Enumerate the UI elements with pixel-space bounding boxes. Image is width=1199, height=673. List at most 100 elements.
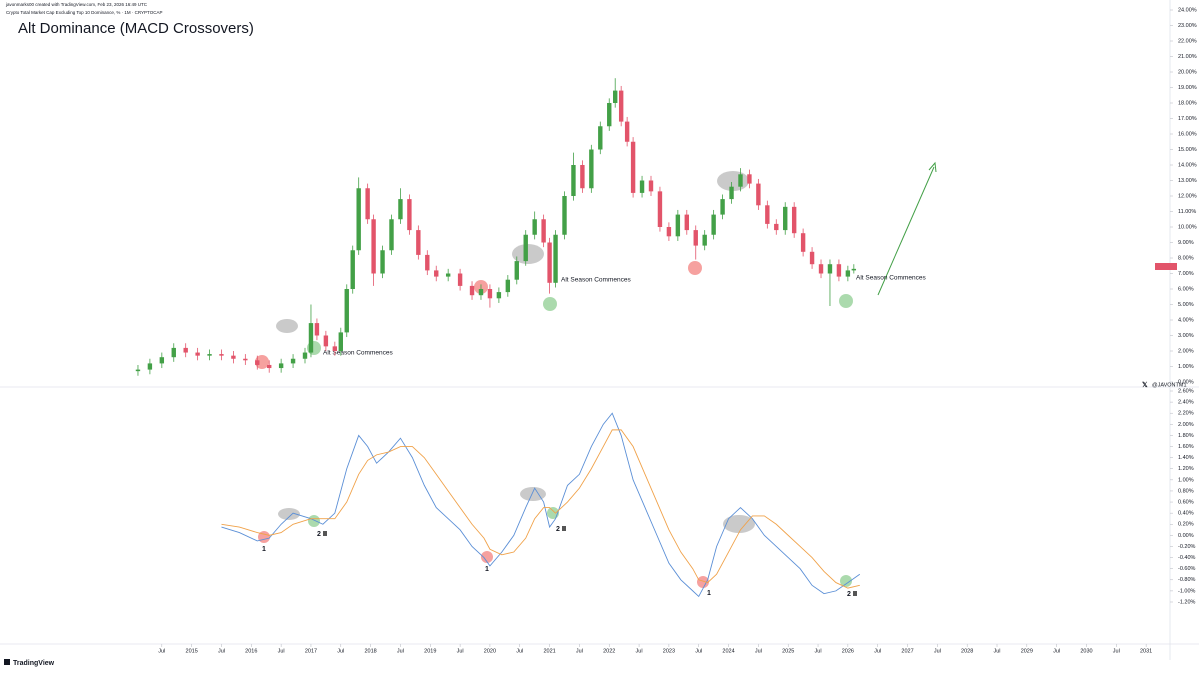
x-tick-label: Jul bbox=[1053, 648, 1060, 654]
chart-title: Alt Dominance (MACD Crossovers) bbox=[18, 20, 254, 37]
x-tick-label: Jul bbox=[516, 648, 523, 654]
y-tick-label: 24.00% bbox=[1178, 7, 1197, 13]
icon bbox=[323, 531, 327, 536]
candle-body bbox=[711, 214, 716, 235]
y-tick-label: 1.40% bbox=[1178, 455, 1194, 461]
candle-body bbox=[398, 199, 403, 220]
y-tick-label: 0.60% bbox=[1178, 500, 1194, 506]
y-tick-label: 16.00% bbox=[1178, 131, 1197, 137]
candle-body bbox=[624, 121, 630, 142]
candle-body bbox=[278, 363, 284, 369]
crossover-label: 1 bbox=[262, 546, 266, 553]
y-tick-label: 0.40% bbox=[1178, 511, 1194, 517]
x-tick-label: 2020 bbox=[484, 648, 496, 654]
candle-body bbox=[657, 191, 663, 227]
candle-body bbox=[562, 196, 567, 235]
candle-body bbox=[809, 251, 815, 265]
x-tick-label: 2029 bbox=[1021, 648, 1033, 654]
x-tick-label: Jul bbox=[397, 648, 404, 654]
icon bbox=[853, 591, 857, 596]
x-tick-label: Jul bbox=[158, 648, 165, 654]
candle-body bbox=[648, 180, 654, 192]
x-tick-label: 2024 bbox=[722, 648, 734, 654]
x-tick-label: Jul bbox=[636, 648, 643, 654]
candle-body bbox=[478, 289, 484, 296]
crossover-label: 1 bbox=[707, 590, 711, 597]
candle-body bbox=[356, 188, 361, 251]
y-tick-label: 15.00% bbox=[1178, 147, 1197, 153]
y-tick-label: 2.40% bbox=[1178, 400, 1194, 406]
y-tick-label: 18.00% bbox=[1178, 100, 1197, 106]
candle-body bbox=[314, 323, 320, 336]
x-tick-label: Jul bbox=[755, 648, 762, 654]
candle-body bbox=[159, 357, 165, 364]
top-ellipse bbox=[278, 508, 300, 520]
annotation: Alt Season Commences bbox=[323, 350, 393, 357]
candle-body bbox=[756, 183, 761, 206]
watermark: @JAVONTM1 bbox=[1152, 382, 1187, 388]
y-tick-label: 0.00% bbox=[1178, 533, 1194, 539]
y-tick-label: 0.00% bbox=[1178, 379, 1194, 385]
candle-body bbox=[231, 355, 236, 359]
y-tick-label: 1.00% bbox=[1178, 364, 1194, 370]
x-tick-label: 2026 bbox=[842, 648, 854, 654]
x-tick-label: 2027 bbox=[901, 648, 913, 654]
x-tick-label: Jul bbox=[278, 648, 285, 654]
candle-body bbox=[469, 285, 475, 296]
x-tick-label: 2023 bbox=[663, 648, 675, 654]
crossover-label: 1 bbox=[485, 566, 489, 573]
candle-body bbox=[729, 186, 734, 200]
x-logo: 𝕏 bbox=[1142, 381, 1148, 389]
y-tick-label: -0.40% bbox=[1178, 555, 1196, 561]
candle-body bbox=[684, 214, 689, 231]
candle-body bbox=[598, 126, 603, 150]
top-ellipse bbox=[512, 244, 544, 264]
y-tick-label: 22.00% bbox=[1178, 38, 1197, 44]
candle-body bbox=[416, 230, 421, 255]
candle-body bbox=[589, 149, 594, 189]
candle-body bbox=[219, 354, 224, 356]
y-tick-label: 4.00% bbox=[1178, 317, 1194, 323]
macd-line bbox=[221, 412, 861, 598]
y-tick-label: 11.00% bbox=[1178, 209, 1196, 215]
candle-body bbox=[827, 264, 833, 274]
candle-body bbox=[774, 223, 779, 231]
candle-body bbox=[183, 347, 188, 353]
candle-body bbox=[836, 264, 842, 277]
x-tick-label: Jul bbox=[576, 648, 583, 654]
y-tick-label: 21.00% bbox=[1178, 54, 1197, 60]
candle-body bbox=[630, 141, 636, 193]
macd-highlights bbox=[258, 487, 852, 588]
x-tick-label: Jul bbox=[874, 648, 881, 654]
macd-line bbox=[221, 429, 860, 589]
y-tick-label: 2.00% bbox=[1178, 422, 1194, 428]
y-tick-label: 0.20% bbox=[1178, 522, 1194, 528]
y-tick-label: 1.00% bbox=[1178, 477, 1194, 483]
candle-body bbox=[818, 264, 824, 274]
candle-body bbox=[195, 352, 200, 356]
candle-body bbox=[434, 270, 439, 277]
top-ellipse bbox=[723, 515, 755, 533]
crossover-label: 2 bbox=[317, 531, 321, 538]
candle-body bbox=[496, 292, 502, 299]
y-tick-label: 0.80% bbox=[1178, 488, 1194, 494]
candle-body bbox=[618, 90, 624, 122]
sell-circle bbox=[255, 355, 269, 369]
y-tick-label: 7.00% bbox=[1178, 271, 1194, 277]
sell-circle bbox=[697, 576, 709, 588]
sell-circle bbox=[688, 261, 702, 275]
y-tick-label: 13.00% bbox=[1178, 178, 1197, 184]
candle-body bbox=[323, 335, 329, 347]
y-tick-label: -0.60% bbox=[1178, 566, 1196, 572]
candle-body bbox=[666, 227, 672, 237]
y-tick-label: 3.00% bbox=[1178, 333, 1194, 339]
y-tick-label: 1.80% bbox=[1178, 433, 1194, 439]
x-tick-label: Jul bbox=[457, 648, 464, 654]
candle-body bbox=[389, 219, 394, 251]
x-tick-label: 2016 bbox=[245, 648, 257, 654]
y-tick-label: 23.00% bbox=[1178, 23, 1197, 29]
candle-body bbox=[532, 219, 537, 235]
top-ellipse bbox=[520, 487, 546, 501]
candle-body bbox=[702, 234, 707, 246]
